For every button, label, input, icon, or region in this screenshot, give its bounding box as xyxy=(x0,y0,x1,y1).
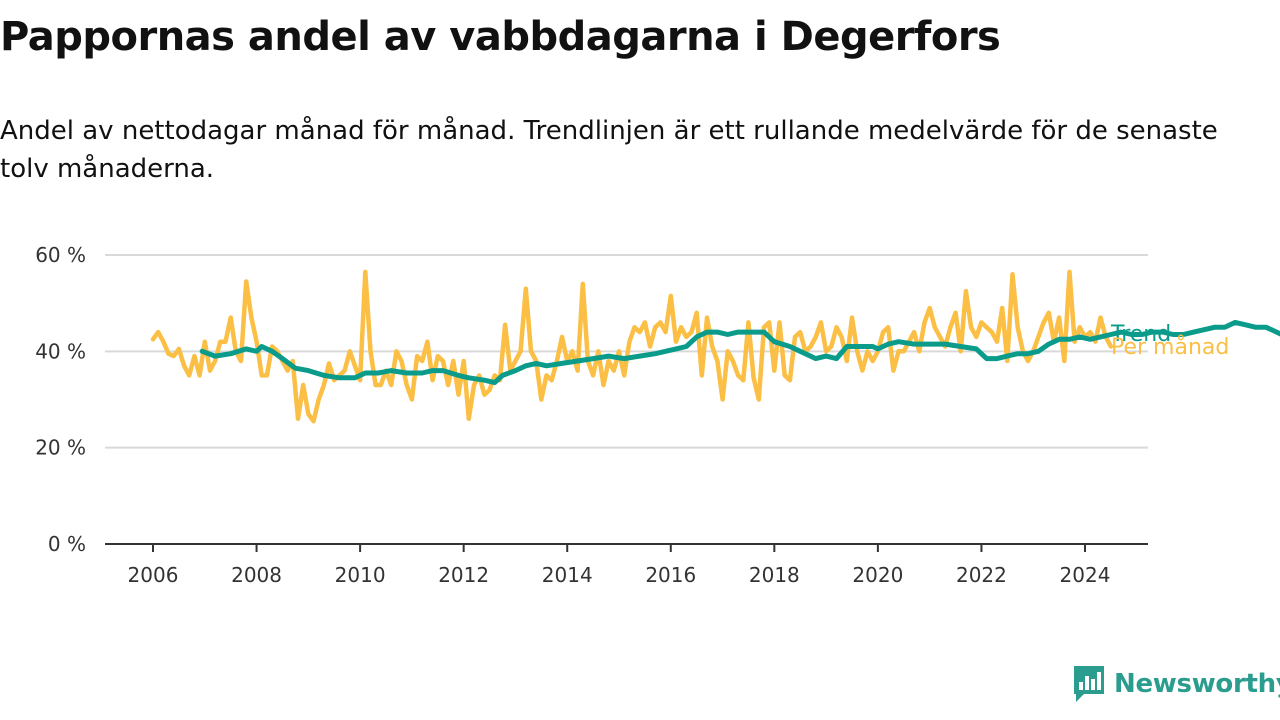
trend-series-line xyxy=(199,319,1280,386)
y-tick-label: 20 % xyxy=(35,436,86,460)
brand-name: Newsworthy xyxy=(1114,669,1280,699)
x-tick-label: 2020 xyxy=(852,563,903,587)
trend-series-label: Trend xyxy=(1110,322,1171,347)
x-tick-label: 2022 xyxy=(956,563,1007,587)
bar-chart-logo-icon xyxy=(1074,666,1104,702)
monthly-series-line xyxy=(150,269,1114,424)
x-tick-label: 2016 xyxy=(645,563,696,587)
x-tick-label: 2014 xyxy=(542,563,593,587)
x-tick-label: 2008 xyxy=(231,563,282,587)
chart-subtitle: Andel av nettodagar månad för månad. Tre… xyxy=(0,116,1218,184)
x-tick-label: 2018 xyxy=(749,563,800,587)
newsworthy-brand[interactable]: Newsworthy xyxy=(1072,664,1280,704)
x-tick-label: 2024 xyxy=(1060,563,1111,587)
x-tick-label: 2010 xyxy=(335,563,386,587)
chart-title: Pappornas andel av vabbdagarna i Degerfo… xyxy=(0,14,1001,60)
y-tick-label: 40 % xyxy=(35,339,86,363)
monthly-series-label: Per månad xyxy=(1111,334,1229,360)
x-tick-label: 2006 xyxy=(128,563,179,587)
y-tick-label: 0 % xyxy=(48,532,86,556)
y-tick-label: 60 % xyxy=(35,243,86,267)
x-tick-label: 2012 xyxy=(438,563,489,587)
